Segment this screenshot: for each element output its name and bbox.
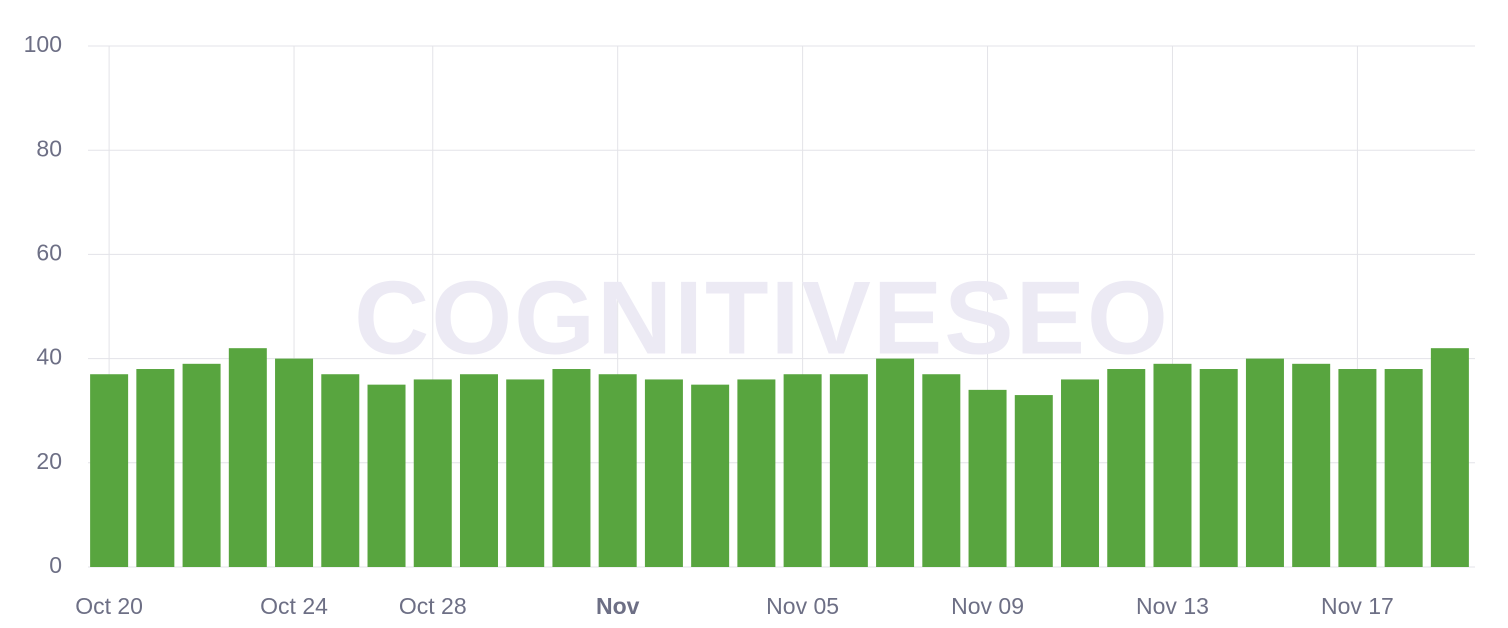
bar <box>506 379 545 567</box>
bar <box>1061 379 1100 567</box>
bar <box>1014 395 1053 567</box>
x-tick-label: Oct 20 <box>75 593 143 619</box>
x-tick-label: Nov 17 <box>1321 593 1394 619</box>
bar <box>1153 363 1192 567</box>
x-tick-label: Nov 13 <box>1136 593 1209 619</box>
bar <box>552 369 591 567</box>
x-tick-label: Nov 09 <box>951 593 1024 619</box>
bar <box>876 358 915 567</box>
watermark: COGNITIVESEO <box>354 260 1170 376</box>
bar <box>1199 369 1238 567</box>
bar <box>644 379 683 567</box>
bar <box>1338 369 1377 567</box>
bar <box>1107 369 1146 567</box>
bar <box>413 379 452 567</box>
bar <box>136 369 175 567</box>
y-tick-label: 80 <box>36 135 62 161</box>
bar <box>783 374 822 567</box>
y-tick-label: 0 <box>49 552 62 578</box>
y-tick-label: 20 <box>36 448 62 474</box>
bar <box>691 384 730 567</box>
x-tick-label: Nov <box>596 593 640 619</box>
bar <box>598 374 637 567</box>
y-tick-label: 40 <box>36 344 62 370</box>
x-tick-label: Oct 24 <box>260 593 328 619</box>
y-tick-label: 100 <box>24 31 62 57</box>
bar <box>968 389 1007 567</box>
bar <box>1384 369 1423 567</box>
bar <box>182 363 221 567</box>
y-tick-label: 60 <box>36 239 62 265</box>
bar <box>737 379 776 567</box>
bar <box>1430 348 1469 567</box>
bar <box>1292 363 1331 567</box>
x-tick-label: Nov 05 <box>766 593 839 619</box>
bar <box>367 384 406 567</box>
bar <box>275 358 314 567</box>
x-tick-label: Oct 28 <box>399 593 467 619</box>
bar <box>922 374 961 567</box>
bar <box>228 348 267 567</box>
bar <box>459 374 498 567</box>
bar <box>321 374 360 567</box>
bar <box>90 374 129 567</box>
bar <box>1245 358 1284 567</box>
bar <box>829 374 868 567</box>
